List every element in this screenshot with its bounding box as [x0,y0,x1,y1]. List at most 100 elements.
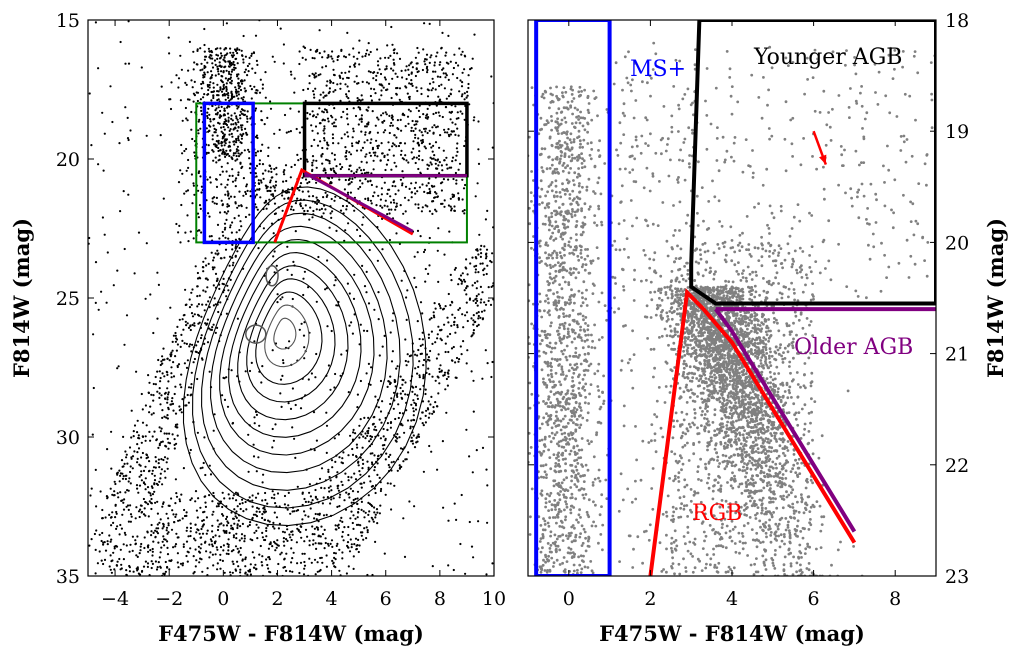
left-point [159,472,162,475]
left-point [264,498,267,502]
left-point [431,342,434,345]
left-point [257,456,260,459]
left-point [348,151,351,154]
left-point [338,548,341,551]
left-point [236,52,239,55]
left-point [333,153,336,156]
left-point [361,264,364,267]
left-point [282,43,285,46]
left-point [206,286,209,289]
left-point [273,168,276,171]
left-point [327,92,330,95]
left-point [212,94,215,97]
left-point [409,110,412,113]
left-point [135,370,138,373]
left-point [367,466,370,469]
left-point [269,100,272,103]
right-point [542,517,545,521]
left-point [312,93,316,96]
left-point [283,558,286,561]
left-point [125,505,128,508]
left-point [172,334,175,337]
left-point [316,570,319,573]
left-point [261,365,264,368]
left-point [407,108,410,111]
right-point [549,86,552,90]
left-point [302,573,306,576]
left-point [182,328,185,331]
left-point [220,105,223,108]
left-point [245,115,248,118]
left-point [302,45,305,48]
left-point [465,301,468,304]
left-point [208,124,211,127]
left-point [366,430,369,433]
left-point [458,90,461,93]
left-point [501,275,503,277]
left-point [373,454,376,457]
left-point [255,193,258,196]
right-point [587,333,590,337]
left-point [351,144,354,148]
right-point [563,253,566,257]
left-point [137,434,140,437]
left-point [199,336,203,340]
left-point [330,55,333,58]
left-point [209,176,212,179]
left-point [328,490,331,493]
left-point [438,146,441,149]
left-point [384,68,387,71]
left-point [142,469,146,472]
right-point [588,153,592,157]
left-point [411,66,414,69]
left-point [165,370,168,373]
left-point [290,273,293,276]
left-point [222,71,225,74]
left-point [166,546,169,550]
left-point [340,516,343,520]
left-point [227,210,230,213]
left-point [175,338,179,341]
left-point [298,189,301,192]
right-point [557,172,560,175]
left-point [452,66,455,70]
left-point [160,441,163,444]
left-point [256,63,259,66]
right-point [569,236,573,240]
left-point [394,435,397,438]
left-point [185,366,189,369]
left-point [395,440,398,443]
left-point [166,437,169,440]
left-point [90,144,93,147]
left-point [269,541,272,544]
left-point [209,77,212,80]
left-x-tick-label: 0 [217,588,229,610]
left-point [316,113,319,116]
left-point [223,222,227,225]
left-point [190,128,193,131]
right-point [586,439,590,442]
left-point [414,408,418,411]
left-point [434,307,437,310]
left-point [344,71,347,74]
left-point [324,65,328,68]
left-point [212,284,215,287]
left-point [439,307,442,310]
left-point [325,84,328,87]
left-point [258,182,261,185]
left-point [400,149,403,152]
left-point [132,570,135,573]
left-point [128,477,131,480]
left-point [219,109,222,113]
left-point [376,48,379,51]
left-point [388,212,391,215]
left-point [299,182,303,185]
left-point [202,524,205,527]
left-point [218,154,221,157]
left-point [390,96,393,100]
right-point [578,182,581,185]
left-point [477,271,480,274]
left-point [391,118,394,121]
right-point [583,352,587,356]
left-point [130,515,133,518]
